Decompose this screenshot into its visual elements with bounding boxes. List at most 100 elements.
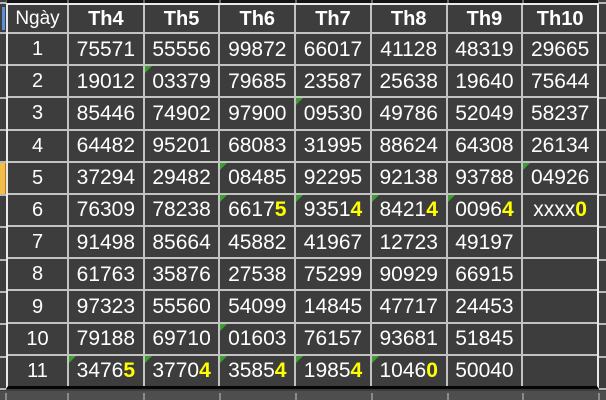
data-cell[interactable]: 23587 xyxy=(296,66,370,97)
data-cell[interactable]: 76157 xyxy=(296,323,370,354)
day-cell[interactable]: 6 xyxy=(8,194,67,226)
row-separator xyxy=(0,96,6,99)
data-cell[interactable]: 8421 4 xyxy=(371,194,446,226)
day-cell[interactable]: 10 xyxy=(8,323,67,354)
day-cell[interactable]: 1 xyxy=(8,34,67,65)
header-col-6[interactable]: Th10 xyxy=(523,5,597,32)
data-cell[interactable]: 3770 4 xyxy=(144,355,219,386)
data-cell[interactable]: 29482 xyxy=(144,162,219,193)
data-cell[interactable]: 95201 xyxy=(144,130,219,161)
data-cell[interactable]: 75644 xyxy=(523,66,597,97)
data-cell[interactable]: 90929 xyxy=(371,259,446,290)
header-col-1[interactable]: Th5 xyxy=(144,5,219,32)
data-cell[interactable]: 74902 xyxy=(144,98,219,129)
header-col-0[interactable]: Th4 xyxy=(69,5,143,32)
data-cell[interactable]: 92138 xyxy=(371,162,446,193)
data-cell[interactable]: 3476 5 xyxy=(69,355,143,386)
day-cell[interactable]: 7 xyxy=(8,227,67,258)
data-cell[interactable]: 64308 xyxy=(447,130,522,161)
data-cell[interactable]: 97323 xyxy=(69,291,143,322)
day-cell[interactable]: 9 xyxy=(8,291,67,322)
data-cell[interactable]: 55560 xyxy=(144,291,219,322)
data-cell[interactable]: 04926 xyxy=(523,162,597,193)
data-cell[interactable]: 69710 xyxy=(144,323,219,354)
day-cell[interactable]: 5 xyxy=(8,162,67,193)
data-cell[interactable]: 49197 xyxy=(447,227,522,258)
data-cell[interactable] xyxy=(523,323,597,354)
data-cell[interactable]: 27538 xyxy=(220,259,295,290)
data-cell[interactable]: 6617 5 xyxy=(220,194,295,226)
data-cell[interactable]: 55556 xyxy=(144,34,219,65)
data-cell[interactable]: 50040 xyxy=(447,355,522,386)
data-cell[interactable]: 91498 xyxy=(69,227,143,258)
data-cell[interactable]: 09530 xyxy=(296,98,370,129)
data-cell[interactable]: 49786 xyxy=(371,98,446,129)
data-cell[interactable]: 47717 xyxy=(371,291,446,322)
data-cell[interactable]: 25638 xyxy=(371,66,446,97)
data-cell[interactable]: 51845 xyxy=(447,323,522,354)
cell-value: 66017 xyxy=(303,37,363,61)
data-cell[interactable]: 37294 xyxy=(69,162,143,193)
data-cell[interactable]: 3585 4 xyxy=(220,355,295,386)
data-cell[interactable]: 0096 4 xyxy=(447,194,522,226)
data-cell[interactable]: 79685 xyxy=(220,66,295,97)
data-cell[interactable]: 99872 xyxy=(220,34,295,65)
data-cell[interactable]: 78238 xyxy=(144,194,219,226)
data-cell[interactable]: 19640 xyxy=(447,66,522,97)
data-cell[interactable]: 03379 xyxy=(144,66,219,97)
day-cell[interactable]: 11 xyxy=(8,355,67,386)
data-cell[interactable]: 79188 xyxy=(69,323,143,354)
header-col-5[interactable]: Th9 xyxy=(447,5,522,32)
data-cell[interactable]: 75571 xyxy=(69,34,143,65)
data-cell[interactable]: 19012 xyxy=(69,66,143,97)
data-cell[interactable]: 61763 xyxy=(69,259,143,290)
data-cell[interactable]: 1046 0 xyxy=(371,355,446,386)
data-cell[interactable]: 26134 xyxy=(523,130,597,161)
data-cell[interactable]: 88624 xyxy=(371,130,446,161)
data-cell[interactable]: 66915 xyxy=(447,259,522,290)
data-cell[interactable]: 14845 xyxy=(296,291,370,322)
data-cell[interactable]: 9351 4 xyxy=(296,194,370,226)
data-cell[interactable]: 52049 xyxy=(447,98,522,129)
data-cell[interactable]: 12723 xyxy=(371,227,446,258)
cell-value: 26134 xyxy=(530,134,590,158)
header-col-2[interactable]: Th6 xyxy=(220,5,295,32)
data-cell[interactable]: 58237 xyxy=(523,98,597,129)
data-cell[interactable]: 66017 xyxy=(296,34,370,65)
data-cell[interactable]: 68083 xyxy=(220,130,295,161)
data-cell[interactable]: 01603 xyxy=(220,323,295,354)
day-cell[interactable]: 3 xyxy=(8,98,67,129)
data-cell[interactable]: 97900 xyxy=(220,98,295,129)
data-cell[interactable]: 24453 xyxy=(447,291,522,322)
data-cell[interactable]: 08485 xyxy=(220,162,295,193)
data-cell[interactable] xyxy=(523,291,597,322)
data-cell[interactable]: 48319 xyxy=(447,34,522,65)
data-cell[interactable]: 35876 xyxy=(144,259,219,290)
data-cell[interactable]: 64482 xyxy=(69,130,143,161)
header-col-4[interactable]: Th8 xyxy=(371,5,446,32)
data-cell[interactable]: 85446 xyxy=(69,98,143,129)
column-separator xyxy=(598,393,600,400)
data-cell[interactable]: 54099 xyxy=(220,291,295,322)
data-cell[interactable]: 92295 xyxy=(296,162,370,193)
data-cell[interactable]: 31995 xyxy=(296,130,370,161)
header-col-3[interactable]: Th7 xyxy=(296,5,370,32)
day-cell[interactable]: 4 xyxy=(8,130,67,161)
day-cell[interactable]: 8 xyxy=(8,259,67,290)
data-cell[interactable]: 93681 xyxy=(371,323,446,354)
data-cell[interactable]: xxxx 0 xyxy=(523,194,597,226)
data-cell[interactable]: 29665 xyxy=(523,34,597,65)
data-cell[interactable]: 93788 xyxy=(447,162,522,193)
data-cell[interactable]: 1985 4 xyxy=(296,355,370,386)
header-day[interactable]: Ngày xyxy=(8,5,67,32)
data-cell[interactable]: 41967 xyxy=(296,227,370,258)
data-cell[interactable] xyxy=(523,355,597,386)
data-cell[interactable]: 45882 xyxy=(220,227,295,258)
data-cell[interactable]: 41128 xyxy=(371,34,446,65)
day-cell[interactable]: 2 xyxy=(8,66,67,97)
data-cell[interactable]: 75299 xyxy=(296,259,370,290)
data-cell[interactable]: 85664 xyxy=(144,227,219,258)
data-cell[interactable] xyxy=(523,227,597,258)
data-cell[interactable] xyxy=(523,259,597,290)
data-cell[interactable]: 76309 xyxy=(69,194,143,226)
